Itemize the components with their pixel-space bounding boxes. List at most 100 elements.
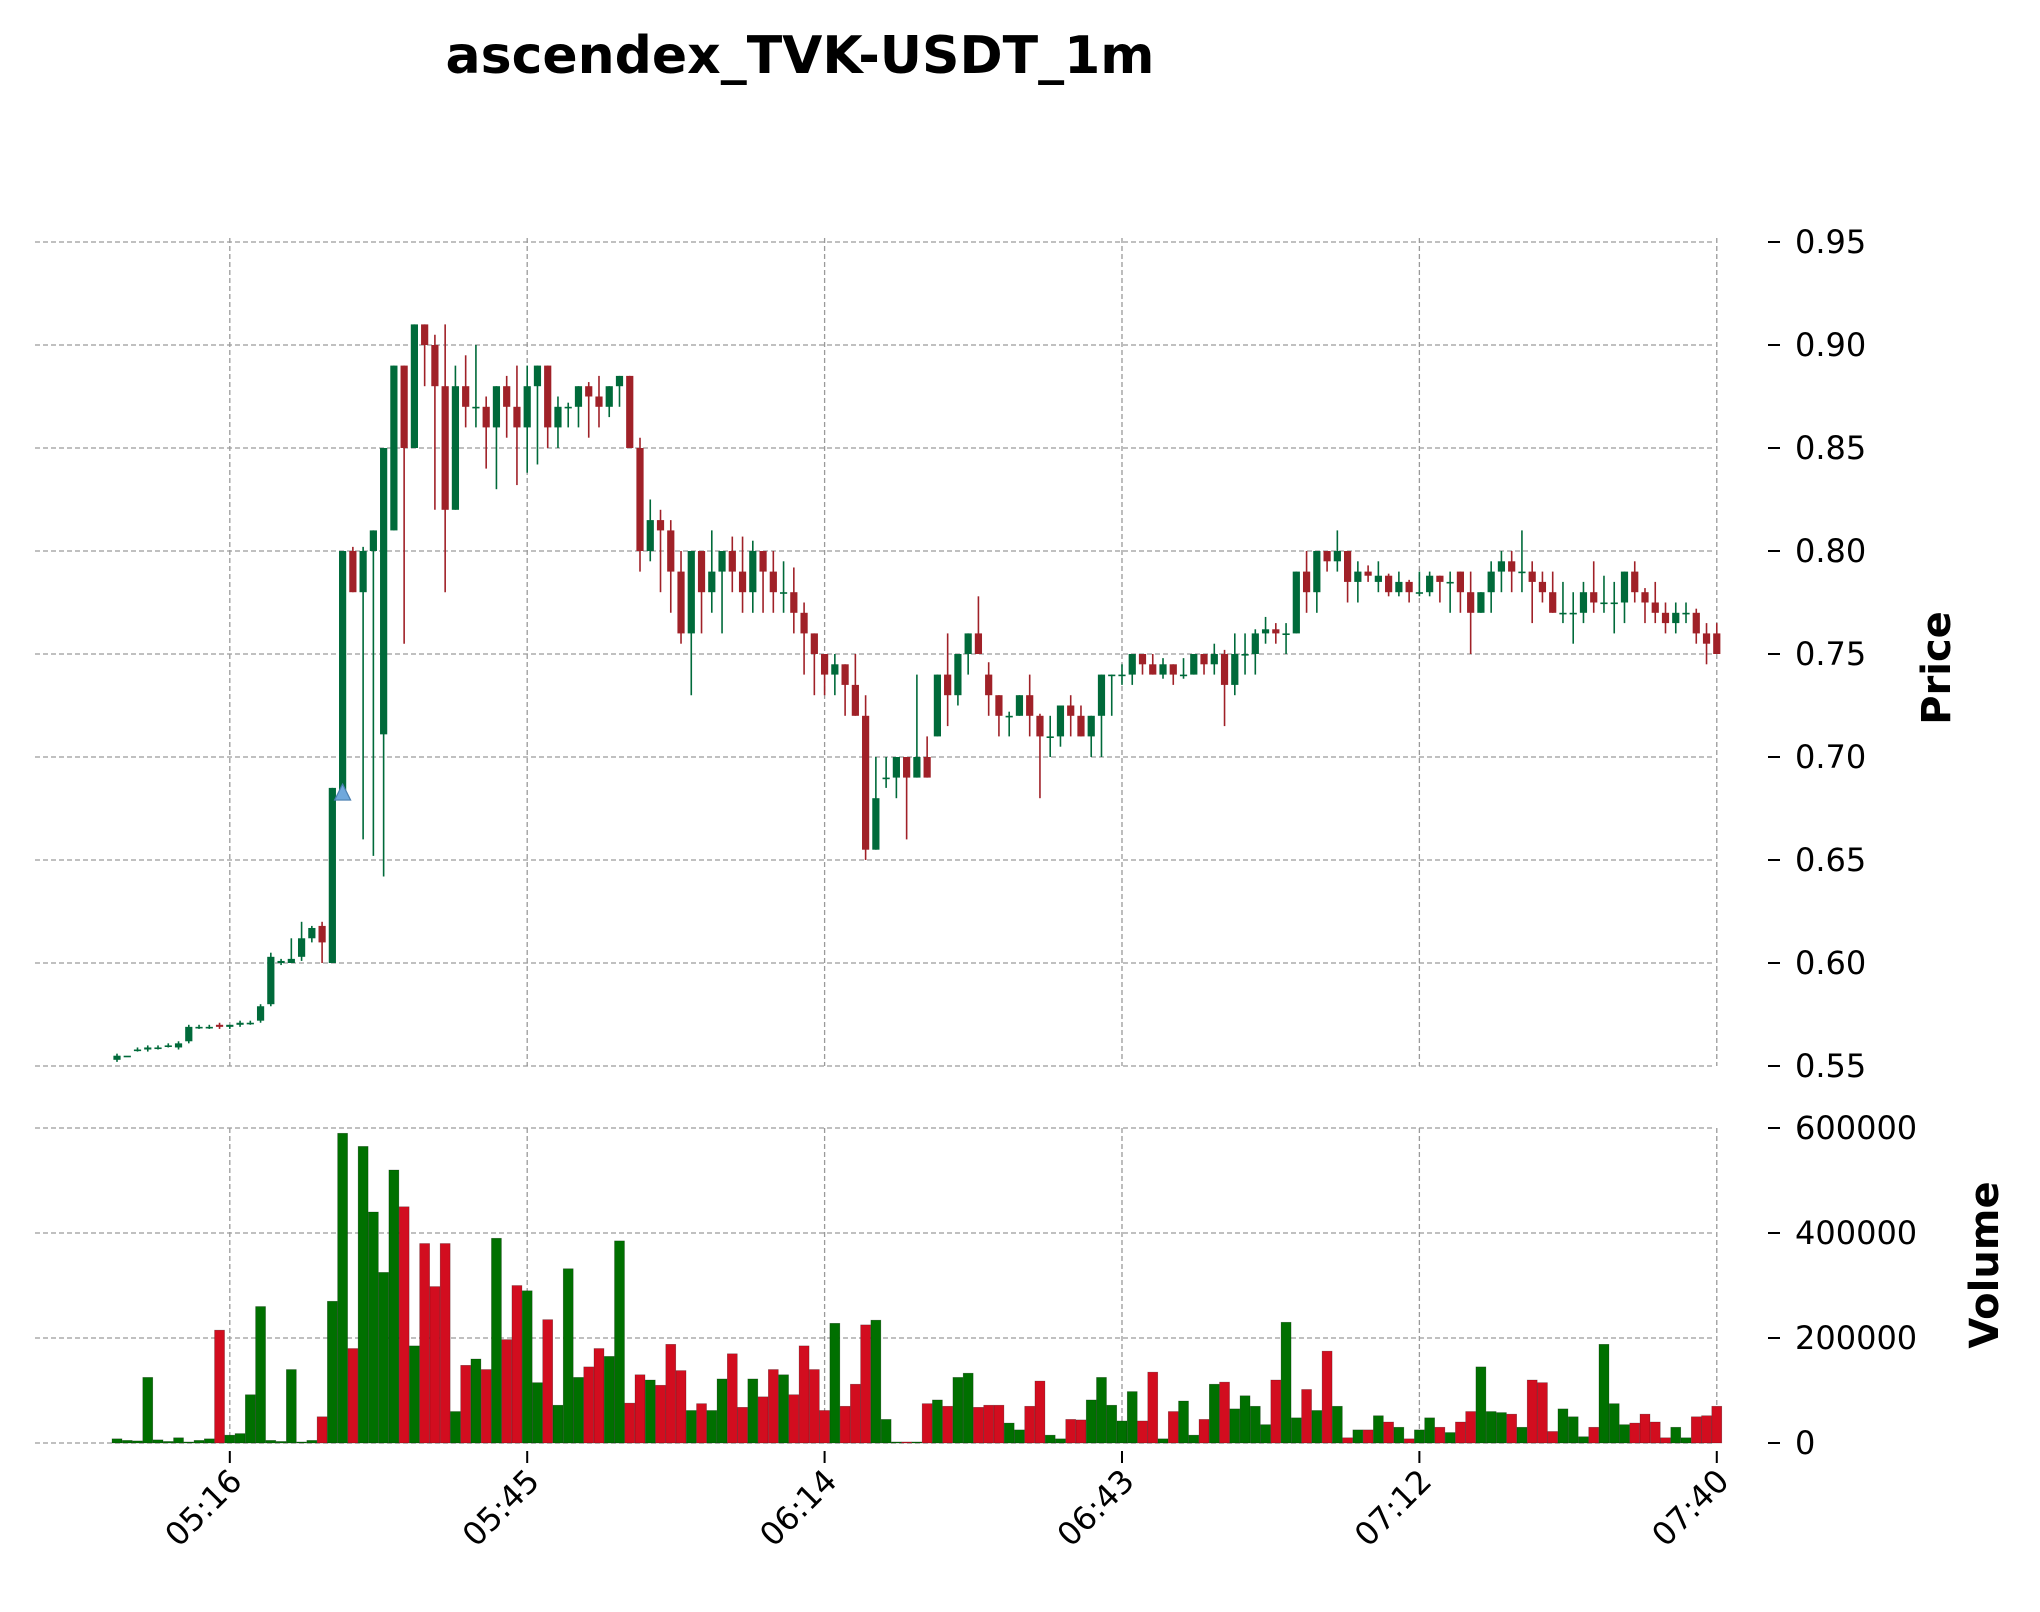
candle [913,674,921,778]
candle-body [236,1022,244,1025]
candle-body [1056,705,1065,737]
volume-bar [1383,1421,1394,1444]
volume-bar [644,1379,656,1444]
price-axis-label: Price [1914,611,1960,725]
price-tick-label: 0.75 [1795,635,1866,673]
candle-body [185,1026,193,1042]
volume-bar [1321,1350,1333,1444]
candle-body [1210,654,1218,665]
candle-body [1713,633,1721,654]
candle [349,546,357,593]
volume-bar [747,1378,759,1444]
volume-bar [152,1439,164,1444]
candle-body [421,324,429,345]
volume-bar [1014,1429,1025,1444]
price-tick-label: 0.80 [1795,532,1866,570]
candle [1251,629,1259,675]
candle-body [492,386,501,428]
candle [985,662,993,716]
candle-body [503,386,511,407]
candle [1692,608,1700,644]
candle-body [687,551,695,634]
candle [1508,551,1516,593]
candle-body [1374,575,1382,582]
candle [1159,658,1167,679]
volume-axis-label: Volume [1962,1181,2008,1348]
volume-bar [1567,1416,1579,1444]
candle-body [431,345,439,387]
candle [133,1047,142,1052]
volume-bar [501,1339,512,1444]
candle [841,664,849,716]
candle-body [923,757,931,778]
volume-bar [675,1370,687,1444]
candle-body [441,386,449,510]
candle [1631,561,1639,603]
candle-body [749,551,757,593]
volume-bar [634,1374,646,1444]
volume-bar [1526,1379,1538,1444]
volume-bar [552,1404,564,1444]
volume-bar [1362,1429,1374,1444]
candle [472,345,480,428]
volume-bar [1639,1413,1651,1444]
candle [769,551,777,613]
candle [656,509,665,593]
candle-body [1385,575,1393,593]
candle [1559,581,1567,624]
price-tick-label: 0.65 [1795,841,1866,879]
volume-bar [1219,1381,1230,1444]
candle [1600,575,1608,613]
volume-bar [1208,1383,1220,1444]
candle-body [277,960,285,963]
candle [318,921,326,963]
volume-bar [398,1206,410,1444]
volume-bar [973,1407,984,1444]
candle [779,561,788,613]
candle-body [1456,571,1465,593]
candle-body [995,695,1003,716]
volume-bar [327,1300,338,1444]
volume-bar [1270,1379,1282,1444]
volume-bar [696,1403,707,1444]
candle [1487,561,1495,613]
volume-bar [655,1384,666,1444]
volume-bar [1342,1437,1353,1444]
volume-bar [521,1290,533,1444]
candle-body [133,1049,142,1052]
candle [738,536,747,613]
candle-body [1682,612,1690,615]
candle [1169,664,1177,685]
volume-bar [593,1348,605,1444]
time-tick-label: 07:12 [1347,1462,1439,1554]
volume-bar [850,1383,861,1444]
volume-bar [491,1237,502,1444]
volume-bar [921,1403,933,1444]
volume-bar [737,1407,748,1444]
volume-bar [1506,1413,1517,1444]
candle-body [851,684,859,716]
volume-bar [1578,1436,1589,1444]
volume-bar [1434,1426,1446,1444]
volume-bar [1588,1426,1600,1444]
candle [585,382,593,438]
volume-bar [111,1438,123,1444]
candle-body [1702,633,1711,644]
volume-bar [1198,1419,1210,1444]
candle [236,1020,244,1027]
volume-bar [1619,1424,1630,1444]
candle-body [1046,736,1054,738]
volume-bar [1044,1434,1056,1444]
candle [1497,551,1506,593]
candle-body [380,448,388,735]
candle [174,1041,183,1050]
candle-body [964,633,972,654]
candle-body [1559,612,1567,615]
volume-bar [839,1405,851,1444]
candle-body [308,927,316,939]
candle-body [1661,612,1670,624]
volume-bar [419,1243,430,1444]
candle [1056,705,1065,747]
candle [185,1024,193,1044]
